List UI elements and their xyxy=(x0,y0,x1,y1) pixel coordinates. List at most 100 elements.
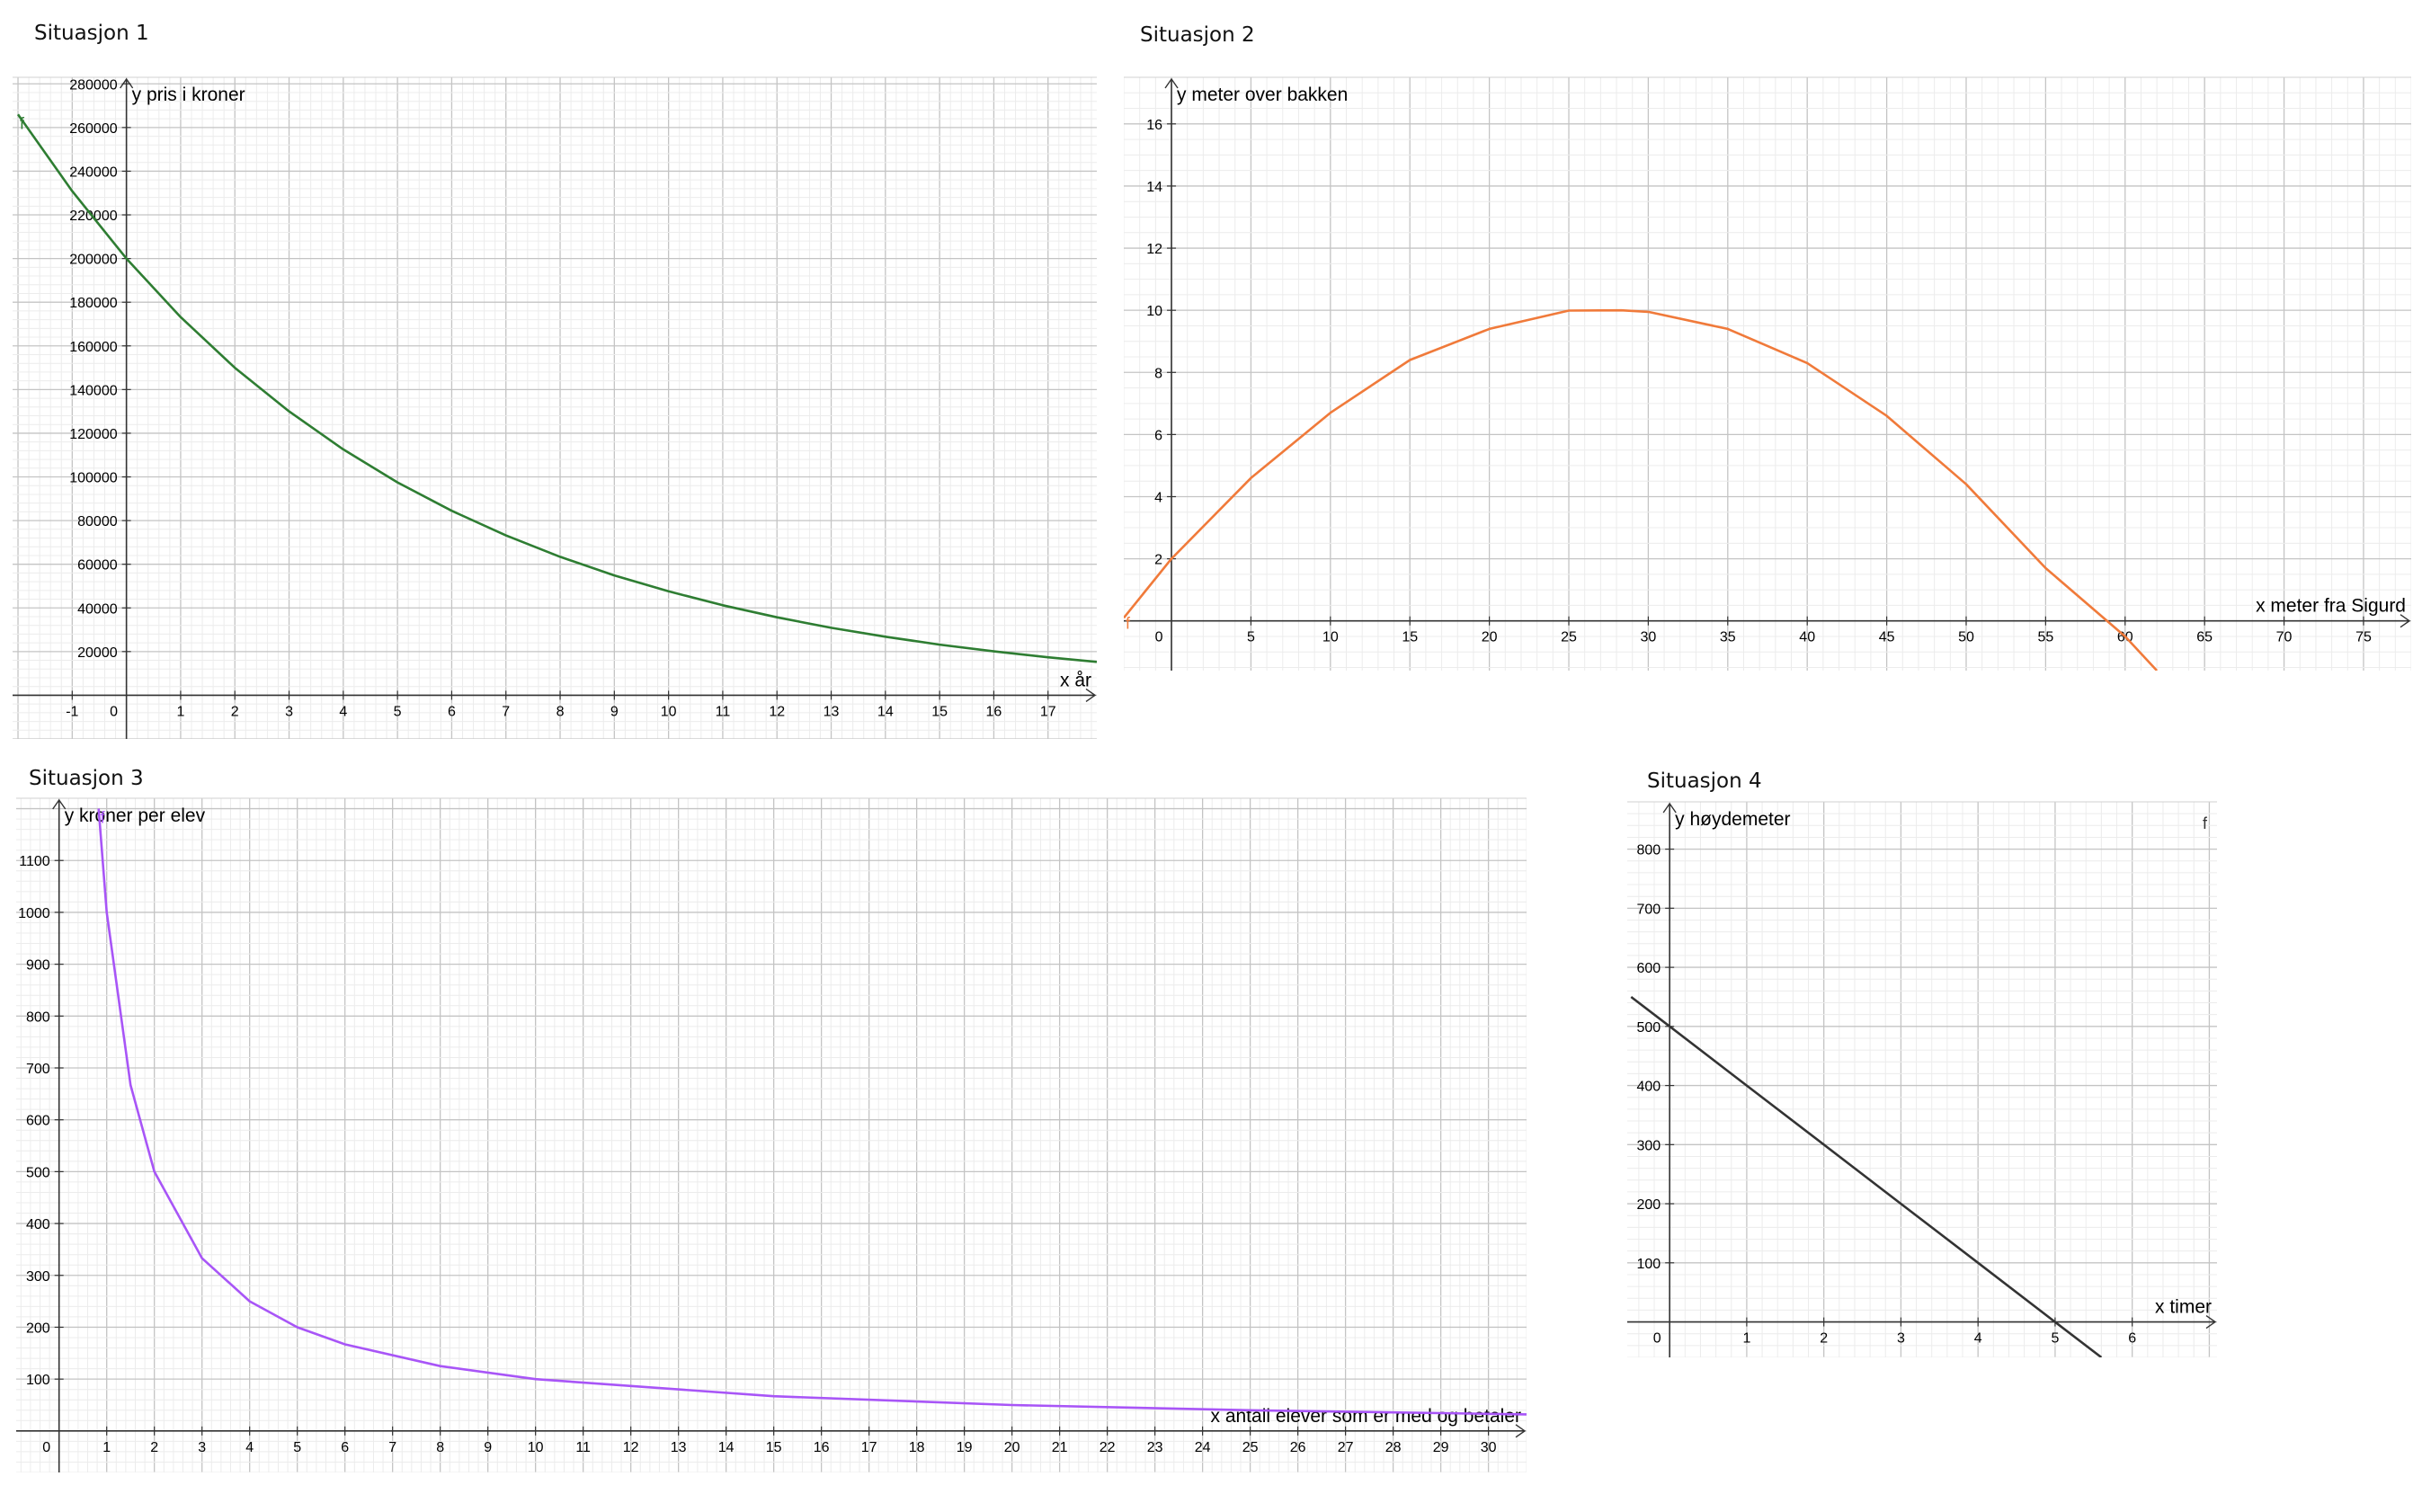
x-tick-label: 21 xyxy=(1052,1440,1068,1455)
x-axis-arrow xyxy=(2400,614,2411,628)
x-tick-label: 17 xyxy=(861,1440,877,1455)
x-tick-label: 40 xyxy=(1799,630,1815,645)
y-tick-label: 180000 xyxy=(69,296,117,311)
x-tick-label: 11 xyxy=(575,1440,591,1455)
y-tick-label: 14 xyxy=(1146,180,1162,195)
x-tick-label: 10 xyxy=(1322,630,1339,645)
x-tick-label: 6 xyxy=(341,1440,349,1455)
x-tick-label: 6 xyxy=(448,704,456,719)
y-axis-label: y meter over bakken xyxy=(1177,84,1348,105)
y-tick-label: 600 xyxy=(1636,961,1661,976)
x-tick-label: 70 xyxy=(2276,630,2293,645)
x-axis-label: x år xyxy=(1060,670,1091,690)
x-tick-label: 50 xyxy=(1958,630,1974,645)
function-label: f xyxy=(1126,614,1131,632)
x-tick-label: 17 xyxy=(1040,704,1056,719)
x-tick-label: 23 xyxy=(1147,1440,1163,1455)
x-tick-label: 0 xyxy=(42,1440,50,1455)
x-tick-label: 0 xyxy=(110,704,118,719)
x-tick-label: 5 xyxy=(2051,1331,2059,1347)
situasjon-2-title: Situasjon 2 xyxy=(1140,23,1255,47)
x-tick-label: 2 xyxy=(150,1440,158,1455)
x-tick-label: 8 xyxy=(557,704,565,719)
y-tick-label: 16 xyxy=(1146,118,1162,133)
x-axis-label: x antall elever som er med og betaler xyxy=(1210,1406,1521,1427)
y-tick-label: 280000 xyxy=(69,77,117,93)
chart-3: 0 1 2 3 4 5 6 7 8 9 10 11 12 13 14 15 16 17 18 19 20 21 22 23 24… xyxy=(16,797,1527,1472)
plot-area xyxy=(1627,802,2217,1357)
y-tick-label: 20000 xyxy=(77,645,118,661)
y-axis-label: y kroner per elev xyxy=(65,805,206,826)
x-tick-label: 3 xyxy=(1897,1331,1905,1347)
x-tick-label: 24 xyxy=(1195,1440,1211,1455)
x-tick-label: 4 xyxy=(1974,1331,1982,1347)
y-tick-label: 100 xyxy=(26,1373,50,1388)
y-tick-label: 10 xyxy=(1146,304,1162,319)
y-tick-label: 40000 xyxy=(77,601,118,617)
x-tick-label: 0 xyxy=(1653,1331,1661,1347)
y-tick-label: 700 xyxy=(1636,902,1661,917)
x-tick-label: 13 xyxy=(671,1440,687,1455)
x-axis-arrow xyxy=(2205,1314,2217,1330)
x-tick-label: 19 xyxy=(957,1440,973,1455)
x-tick-label: 1 xyxy=(1742,1331,1750,1347)
y-tick-label: 300 xyxy=(1636,1138,1661,1153)
situasjon-1-title: Situasjon 1 xyxy=(34,22,149,45)
x-tick-label: 45 xyxy=(1879,630,1895,645)
y-tick-label: 200000 xyxy=(69,253,117,268)
y-tick-label: 60000 xyxy=(77,558,118,574)
x-tick-label: 22 xyxy=(1100,1440,1116,1455)
x-tick-label: 2 xyxy=(231,704,239,719)
x-tick-label: 5 xyxy=(1247,630,1255,645)
y-tick-label: 120000 xyxy=(69,427,117,442)
x-tick-label: 8 xyxy=(436,1440,444,1455)
y-tick-label: 200 xyxy=(26,1321,50,1336)
x-tick-label: 7 xyxy=(502,704,510,719)
function-label: f xyxy=(2203,814,2208,832)
y-tick-label: 100000 xyxy=(69,471,117,486)
plot-area xyxy=(1124,77,2411,671)
function-curve xyxy=(1630,995,2103,1357)
x-tick-label: 5 xyxy=(293,1440,301,1455)
y-tick-label: 600 xyxy=(26,1114,50,1129)
x-tick-label: 3 xyxy=(198,1440,206,1455)
x-tick-label: 25 xyxy=(1561,630,1577,645)
x-tick-label: 20 xyxy=(1482,630,1498,645)
y-axis-arrow xyxy=(52,798,67,810)
x-tick-label: 15 xyxy=(1402,630,1418,645)
x-tick-label: 10 xyxy=(528,1440,544,1455)
y-tick-label: 240000 xyxy=(69,165,117,180)
x-axis-label: x timer xyxy=(2155,1297,2212,1318)
x-tick-label: 29 xyxy=(1433,1440,1449,1455)
function-label: f xyxy=(101,809,106,827)
function-curve xyxy=(1124,308,2159,671)
chart-2: 0 5 10 15 20 25 30 35 40 45 50 55 60 65 70 752468101214… xyxy=(1124,76,2411,671)
x-axis-arrow xyxy=(1085,688,1097,702)
y-tick-label: 100 xyxy=(1636,1257,1661,1272)
x-tick-label: 16 xyxy=(986,704,1002,719)
plot-area xyxy=(16,798,1527,1472)
x-tick-label: 12 xyxy=(623,1440,639,1455)
x-tick-label: 30 xyxy=(1481,1440,1497,1455)
x-tick-label: 11 xyxy=(716,704,731,719)
chart-4: 0 1 2 3 4 5 6 100 200 300 400 500 600 700 800 x timer y … xyxy=(1627,801,2217,1357)
x-tick-label: 4 xyxy=(339,704,347,719)
y-tick-label: 800 xyxy=(26,1009,50,1025)
x-tick-label: 2 xyxy=(1820,1331,1828,1347)
x-tick-label: 15 xyxy=(931,704,948,719)
y-tick-label: 900 xyxy=(26,958,50,974)
y-tick-label: 400 xyxy=(1636,1080,1661,1095)
x-axis-label: x meter fra Sigurd xyxy=(2256,596,2406,617)
y-tick-label: 6 xyxy=(1154,428,1162,443)
x-tick-label: 27 xyxy=(1338,1440,1354,1455)
x-tick-label: 20 xyxy=(1004,1440,1020,1455)
x-tick-label: 14 xyxy=(877,704,894,719)
grid xyxy=(1627,802,2217,1357)
x-tick-label: 35 xyxy=(1720,630,1736,645)
x-tick-label: 16 xyxy=(814,1440,830,1455)
situasjon-4-title: Situasjon 4 xyxy=(1647,769,1762,793)
y-axis-arrow xyxy=(1164,77,1179,89)
y-tick-label: 400 xyxy=(26,1217,50,1232)
x-tick-label: 0 xyxy=(1155,630,1163,645)
